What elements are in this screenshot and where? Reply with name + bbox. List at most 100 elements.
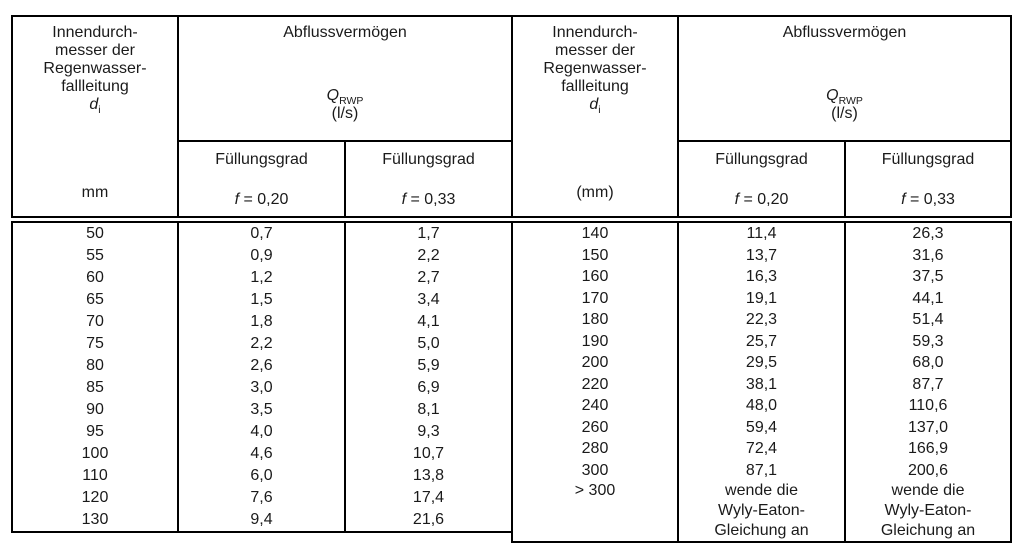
fill-grade-020-header: Füllungsgrad f = 0,20 xyxy=(177,141,346,224)
fill-grade-label: Füllungsgrad xyxy=(382,150,475,168)
table-cell: 65 xyxy=(11,288,179,311)
table-cell: 166,9 xyxy=(844,438,1012,460)
table-cell: 2,2 xyxy=(344,245,513,267)
over-300-label: > 300 xyxy=(574,482,616,499)
diameter-title-line: Regenwasser- xyxy=(43,60,147,77)
fill-symbol-letter: f xyxy=(401,190,407,208)
table-row: 50 0,7 1,7 xyxy=(11,219,513,246)
table-row: 300 87,1 200,6 xyxy=(511,459,1012,481)
diameter-title-line: Innendurch- xyxy=(552,24,638,41)
table-row-over-300: > 300 wende die Wyly-Eaton- Gleichung an… xyxy=(511,481,1012,542)
table-cell: 200,6 xyxy=(844,459,1012,481)
fill-symbol-letter: f xyxy=(234,190,240,208)
table-cell: 38,1 xyxy=(677,373,846,395)
fill-grade-020-header: Füllungsgrad f = 0,20 xyxy=(677,141,846,224)
table-cell: 2,6 xyxy=(177,354,346,377)
fill-grade-label: Füllungsgrad xyxy=(215,150,308,168)
table-cell: 85 xyxy=(11,376,179,399)
table-cell: 31,6 xyxy=(844,244,1012,266)
fill-grade-label: Füllungsgrad xyxy=(881,150,975,168)
capacity-symbol-block: QRWP (l/s) xyxy=(826,87,863,123)
table-cell: 13,8 xyxy=(344,464,513,487)
diameter-title-line: fallleitung xyxy=(561,78,629,95)
table-cell: 17,4 xyxy=(344,486,513,509)
table-cell: 68,0 xyxy=(844,352,1012,374)
table-row: 65 1,5 3,4 xyxy=(11,288,513,311)
capacity-table-right: Innendurch- messer der Regenwasser- fall… xyxy=(511,15,1012,543)
table-cell: 240 xyxy=(511,395,679,417)
table-row: 75 2,2 5,0 xyxy=(11,332,513,355)
fill-grade-value: f = 0,33 xyxy=(402,191,456,209)
table-row: 220 38,1 87,7 xyxy=(511,373,1012,395)
table-cell-empty xyxy=(177,530,346,532)
table-cell: 16,3 xyxy=(677,266,846,288)
diameter-title-line: Regenwasser- xyxy=(543,60,647,77)
capacity-symbol-block: QRWP (l/s) xyxy=(327,87,364,123)
capacity-unit: (l/s) xyxy=(831,105,858,122)
table-cell: 220 xyxy=(511,373,679,395)
table-cell: 4,1 xyxy=(344,310,513,333)
table-cell: 60 xyxy=(11,266,179,289)
fill-symbol-letter: f xyxy=(901,190,906,208)
table-cell: 10,7 xyxy=(344,442,513,465)
table-cell: 100 xyxy=(11,442,179,465)
table-cell: 50 xyxy=(11,219,179,246)
note-line: Wyly-Eaton- xyxy=(718,502,805,519)
table-cell: 1,7 xyxy=(344,219,513,246)
diameter-title-line: messer der xyxy=(554,42,636,59)
table-cell: 9,4 xyxy=(177,508,346,531)
capacity-unit: (l/s) xyxy=(331,105,359,122)
table-cell-empty xyxy=(344,530,513,532)
table-row-empty xyxy=(11,530,513,532)
table-cell: 26,3 xyxy=(844,219,1012,245)
fill-grade-033-header: Füllungsgrad f = 0,33 xyxy=(844,141,1012,224)
table-cell: 2,7 xyxy=(344,266,513,289)
table-cell: 11,4 xyxy=(677,219,846,245)
diameter-symbol-letter: d xyxy=(89,96,99,113)
table-cell: 170 xyxy=(511,287,679,309)
fill-grade-033-header: Füllungsgrad f = 0,33 xyxy=(344,141,513,224)
table-row: 55 0,9 2,2 xyxy=(11,245,513,267)
table-cell: 9,3 xyxy=(344,420,513,443)
fill-grade-label: Füllungsgrad xyxy=(715,150,808,168)
table-cell: 13,7 xyxy=(677,244,846,266)
table-cell: 48,0 xyxy=(677,395,846,417)
table-cell: 29,5 xyxy=(677,352,846,374)
table-cell: 3,4 xyxy=(344,288,513,311)
table-cell: 260 xyxy=(511,416,679,438)
table-cell: 22,3 xyxy=(677,309,846,331)
table-body-left: 50 0,7 1,7 55 0,9 2,2 60 1,2 2,7 65 1,5 3,4 70 1,8 4,1… xyxy=(11,219,513,531)
table-row: 170 19,1 44,1 xyxy=(511,287,1012,309)
table-row: 85 3,0 6,9 xyxy=(11,376,513,399)
fill-grade-value: f = 0,20 xyxy=(735,191,789,209)
fill-value: = 0,33 xyxy=(406,190,456,208)
capacity-title: Abflussvermögen xyxy=(782,24,907,41)
table-row: 100 4,6 10,7 xyxy=(11,442,513,465)
table-cell: 8,1 xyxy=(344,398,513,421)
diameter-symbol: di xyxy=(543,96,646,115)
table-row: 110 6,0 13,8 xyxy=(11,464,513,487)
capacity-symbol-letter: Q xyxy=(826,87,839,104)
capacity-symbol-subscript: RWP xyxy=(339,95,364,108)
table-row: 90 3,5 8,1 xyxy=(11,398,513,421)
table-header-right: Innendurch- messer der Regenwasser- fall… xyxy=(511,16,1012,224)
table-row: 280 72,4 166,9 xyxy=(511,438,1012,460)
table-cell: 95 xyxy=(11,420,179,443)
table-cell: 87,7 xyxy=(844,373,1012,395)
table-cell: 180 xyxy=(511,309,679,331)
table-row: 60 1,2 2,7 xyxy=(11,266,513,289)
table-row: 260 59,4 137,0 xyxy=(511,416,1012,438)
table-cell: 4,6 xyxy=(177,442,346,465)
note-line: Wyly-Eaton- xyxy=(884,502,972,519)
table-body-right-over: > 300 wende die Wyly-Eaton- Gleichung an… xyxy=(511,481,1012,542)
capacity-symbol: QRWP xyxy=(327,87,364,108)
table-cell: 3,5 xyxy=(177,398,346,421)
table-cell: 70 xyxy=(11,310,179,333)
table-cell-note: wende die Wyly-Eaton- Gleichung an xyxy=(677,481,846,542)
table-cell: 0,9 xyxy=(177,245,346,267)
table-cell: 1,5 xyxy=(177,288,346,311)
table-row: 80 2,6 5,9 xyxy=(11,354,513,377)
table-cell: 140 xyxy=(511,219,679,245)
note-line: Gleichung an xyxy=(714,522,809,539)
table-cell: 6,0 xyxy=(177,464,346,487)
